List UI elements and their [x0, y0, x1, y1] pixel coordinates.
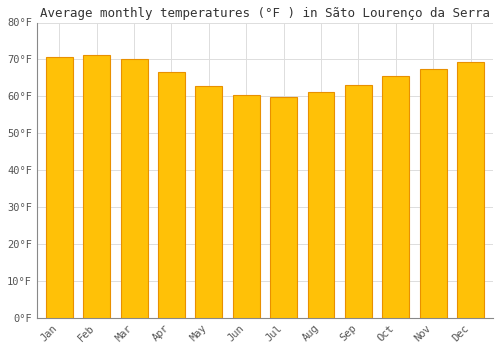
Bar — [233, 95, 260, 318]
Bar — [308, 92, 334, 318]
Bar — [158, 72, 185, 318]
Bar — [46, 57, 72, 318]
Bar — [196, 86, 222, 318]
Bar — [457, 62, 484, 318]
Bar — [270, 97, 297, 318]
Bar — [345, 85, 372, 318]
Bar — [83, 55, 110, 318]
Bar — [382, 76, 409, 318]
Title: Average monthly temperatures (°F ) in Sãto Lourenço da Serra: Average monthly temperatures (°F ) in Sã… — [40, 7, 490, 20]
Bar — [420, 69, 446, 318]
Bar — [120, 60, 148, 318]
